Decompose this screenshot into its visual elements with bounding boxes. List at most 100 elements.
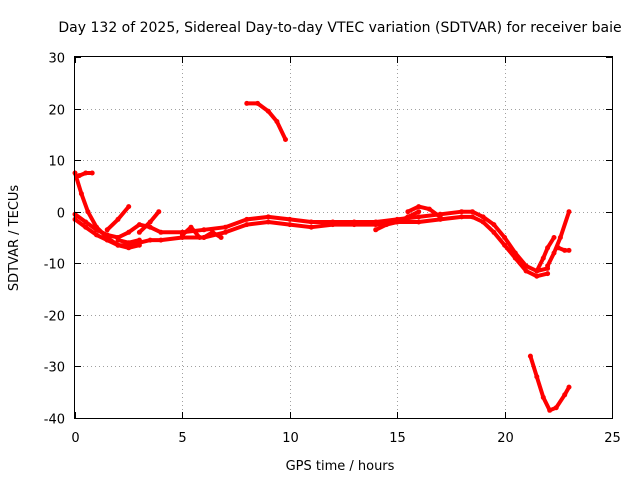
data-point (147, 219, 153, 225)
data-point (287, 222, 293, 228)
data-point (527, 353, 533, 359)
data-point (491, 229, 497, 235)
data-point (545, 245, 551, 251)
data-point (502, 242, 508, 248)
data-point (83, 219, 89, 225)
data-point (545, 263, 551, 269)
data-point (555, 245, 561, 251)
data-point (351, 222, 357, 228)
data-point (188, 224, 194, 230)
data-point (416, 219, 422, 225)
x-tick-label: 20 (497, 431, 514, 446)
data-point (540, 394, 546, 400)
data-point (94, 224, 99, 230)
data-point (265, 219, 271, 225)
data-point (308, 219, 314, 225)
data-point (512, 255, 518, 261)
data-point (547, 407, 553, 413)
data-point (405, 209, 411, 215)
data-point (274, 119, 280, 124)
series-line-upper-arc-08h (244, 101, 288, 142)
data-point (89, 170, 95, 176)
data-point (480, 219, 486, 225)
data-point (551, 250, 557, 256)
data-point (566, 209, 572, 215)
y-tick-label: 20 (48, 104, 65, 119)
chart-title: Day 132 of 2025, Sidereal Day-to-day VTE… (58, 20, 621, 36)
data-point (545, 271, 551, 277)
data-point (459, 214, 465, 220)
data-point (126, 245, 132, 251)
data-point (384, 222, 389, 228)
data-point (534, 374, 540, 380)
y-tick-label: -10 (44, 258, 65, 273)
data-point (416, 209, 422, 215)
y-tick-label: -40 (44, 413, 65, 428)
data-point (255, 100, 261, 106)
data-point (534, 268, 540, 274)
series-line-late-rise-22h (534, 235, 556, 273)
data-point (373, 222, 379, 228)
data-point (373, 227, 379, 233)
data-point (136, 242, 142, 248)
data-point (210, 229, 215, 235)
data-point (222, 229, 228, 235)
data-point (94, 232, 99, 238)
data-point (115, 237, 121, 243)
data-point (426, 206, 432, 212)
data-point (523, 268, 529, 274)
data-point (405, 214, 411, 220)
data-point (534, 273, 540, 279)
series-line-mid-extra-16h (405, 204, 443, 219)
data-point (480, 214, 486, 220)
data-point (76, 173, 82, 179)
x-tick-label: 25 (604, 431, 621, 446)
data-point (126, 229, 132, 235)
data-point (437, 214, 443, 220)
data-point (553, 405, 559, 411)
data-point (330, 222, 336, 228)
data-point (126, 240, 132, 246)
data-point (115, 216, 121, 222)
data-point (104, 227, 110, 233)
data-point (308, 224, 314, 230)
y-axis-label: SDTVAR / TECUs (7, 185, 22, 292)
data-point (394, 219, 400, 225)
data-point (244, 222, 250, 228)
series-line-low-arc-21h (528, 354, 571, 413)
data-point (491, 222, 497, 228)
data-point (540, 255, 546, 261)
data-point (158, 229, 164, 235)
data-point (283, 137, 288, 142)
data-point (469, 209, 475, 215)
data-point (83, 224, 89, 230)
data-point (244, 100, 250, 106)
x-tick-label: 15 (389, 431, 406, 446)
x-tick-label: 10 (282, 431, 299, 446)
data-point (201, 235, 207, 240)
data-point (469, 214, 475, 220)
data-point (158, 237, 164, 243)
data-point (136, 237, 142, 243)
data-point (416, 204, 422, 210)
data-point (201, 227, 207, 233)
data-point (197, 235, 203, 240)
data-point (502, 235, 508, 240)
data-point (78, 191, 84, 197)
data-point (83, 170, 89, 176)
data-point (287, 216, 293, 222)
data-point (115, 242, 121, 248)
y-tick-label: 10 (48, 155, 65, 170)
plot-frame (74, 56, 613, 419)
data-point (566, 247, 572, 253)
tick-layer: 0 5 10 15 20 25 -40 -30 -20 -10 0 10 20 30 (44, 52, 621, 447)
x-axis-label: GPS time / hours (286, 459, 395, 474)
grid-layer (75, 57, 612, 418)
x-tick-label: 0 (71, 431, 79, 446)
data-point (562, 392, 568, 398)
data-point (179, 232, 185, 238)
y-tick-label: -30 (44, 361, 65, 376)
data-point (265, 108, 271, 114)
